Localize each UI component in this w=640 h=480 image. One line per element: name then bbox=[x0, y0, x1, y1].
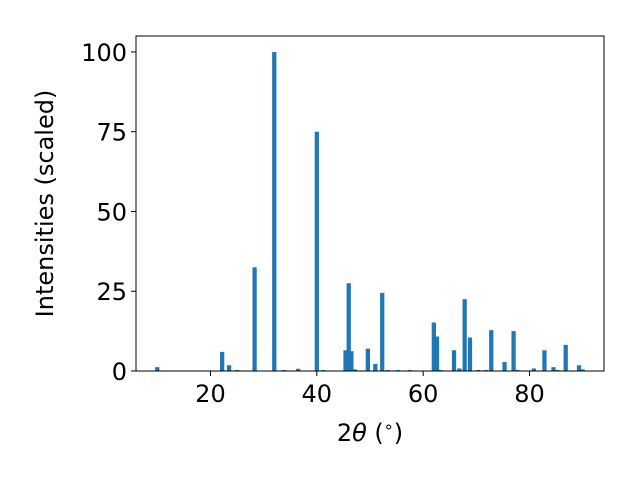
bar bbox=[542, 350, 547, 371]
bar bbox=[434, 336, 440, 371]
y-tick-label: 100 bbox=[81, 39, 127, 67]
bar bbox=[462, 299, 467, 371]
x-tick-label: 20 bbox=[195, 380, 226, 408]
x-axis-label-symbol: θ bbox=[352, 419, 367, 447]
bar bbox=[352, 369, 358, 371]
bar bbox=[467, 337, 473, 371]
x-tick-label: 80 bbox=[514, 380, 545, 408]
bar bbox=[343, 350, 348, 371]
bar bbox=[296, 368, 301, 371]
y-tick-label: 50 bbox=[96, 198, 127, 226]
bar bbox=[457, 368, 462, 371]
bar bbox=[272, 51, 277, 371]
bar bbox=[380, 292, 385, 371]
x-tick-label: 60 bbox=[408, 380, 439, 408]
bar bbox=[511, 331, 516, 371]
bar bbox=[563, 344, 568, 371]
bar bbox=[314, 131, 319, 371]
x-axis-label: 2θ (∘) bbox=[337, 417, 403, 447]
bar bbox=[373, 363, 378, 371]
bar bbox=[226, 365, 232, 371]
y-tick-label: 0 bbox=[112, 358, 127, 386]
x-axis-label-unit-sup: ∘ bbox=[384, 417, 394, 436]
bar bbox=[431, 322, 436, 371]
bars-group bbox=[155, 51, 585, 371]
y-axis-label: Intensities (scaled) bbox=[31, 90, 59, 318]
bar bbox=[531, 368, 536, 371]
x-axis-label-prefix: 2 bbox=[337, 419, 352, 447]
bar bbox=[365, 348, 370, 371]
bar bbox=[155, 367, 160, 371]
bar bbox=[346, 283, 351, 371]
x-ticks: 20 40 60 80 bbox=[195, 371, 545, 408]
bar bbox=[349, 351, 354, 371]
y-tick-label: 75 bbox=[96, 119, 127, 147]
bar bbox=[489, 330, 494, 371]
x-axis-label-unit-close: ) bbox=[394, 419, 403, 447]
bar bbox=[502, 362, 507, 371]
bar bbox=[551, 367, 556, 371]
bar bbox=[580, 369, 585, 371]
y-tick-label: 25 bbox=[96, 278, 127, 306]
bar bbox=[451, 350, 457, 371]
bar bbox=[576, 365, 582, 371]
y-ticks: 0 25 50 75 100 bbox=[81, 39, 136, 386]
bar bbox=[252, 267, 257, 371]
bar bbox=[220, 351, 225, 371]
x-axis-label-unit-open: ( bbox=[367, 419, 384, 447]
x-tick-label: 40 bbox=[302, 380, 333, 408]
plot-frame bbox=[135, 35, 605, 372]
